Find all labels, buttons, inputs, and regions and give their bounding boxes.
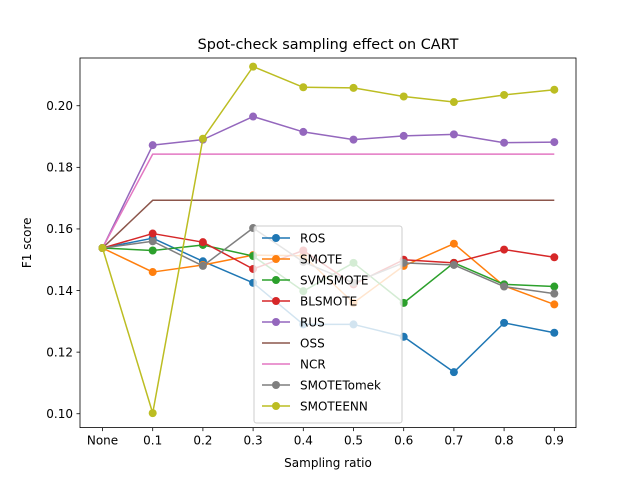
- data-point-smote: [148, 268, 157, 277]
- legend-swatch-marker: [272, 255, 280, 263]
- x-tick-label: 0.8: [495, 434, 514, 448]
- data-point-smotetomek: [550, 289, 559, 298]
- legend-label: RUS: [300, 315, 325, 329]
- series-oss: [101, 199, 555, 249]
- data-point-rus: [550, 138, 559, 147]
- legend-entry-smotetomek: SMOTETomek: [262, 378, 381, 392]
- data-point-smoteenn: [249, 62, 258, 71]
- legend-swatch-marker: [272, 318, 280, 326]
- data-point-ros: [550, 328, 559, 337]
- data-point-rus: [500, 138, 509, 147]
- legend-label: NCR: [300, 357, 326, 371]
- data-point-svmsmote: [148, 246, 157, 255]
- series-smoteenn: [98, 62, 559, 418]
- x-tick-label: 0.7: [444, 434, 463, 448]
- data-point-smotetomek: [148, 237, 157, 246]
- series-ncr: [101, 153, 555, 249]
- legend-swatch-marker: [272, 276, 280, 284]
- data-point-smoteenn: [98, 244, 107, 253]
- y-tick-label: 0.10: [46, 407, 73, 421]
- data-point-rus: [148, 141, 157, 150]
- data-point-blsmote: [550, 253, 559, 262]
- series-rus: [98, 112, 559, 253]
- data-point-rus: [399, 131, 408, 140]
- y-tick-label: 0.12: [46, 345, 73, 359]
- legend-swatch-marker: [272, 381, 280, 389]
- data-point-rus: [299, 127, 308, 136]
- axes-layer: None 0.1 0.2 0.3 0.4 0.5 0.6 0.7 0.8 0.9 0.10 0.12 0…: [46, 57, 577, 448]
- legend-frame: [253, 225, 403, 424]
- legend-swatch-marker: [272, 234, 280, 242]
- x-axis-label: Sampling ratio: [284, 456, 372, 470]
- x-tick-label: 0.9: [545, 434, 564, 448]
- series-line-smoteenn: [101, 65, 555, 414]
- data-point-svmsmote: [550, 282, 559, 291]
- data-point-smotetomek: [198, 261, 207, 270]
- series-line-rus: [101, 115, 555, 249]
- legend-label: SMOTEENN: [300, 399, 368, 413]
- legend-label: SMOTETomek: [300, 378, 381, 392]
- y-axis-label: F1 score: [20, 217, 34, 268]
- data-point-smoteenn: [399, 92, 408, 101]
- data-point-smoteenn: [550, 85, 559, 94]
- data-point-smoteenn: [148, 409, 157, 418]
- series-line-oss: [101, 199, 555, 249]
- legend-entry-ros: ROS: [262, 231, 325, 245]
- data-point-smoteenn: [198, 134, 207, 143]
- axes-frame: [79, 57, 577, 429]
- data-point-smoteenn: [500, 90, 509, 99]
- data-point-rus: [249, 112, 258, 121]
- y-tick-label: 0.20: [46, 99, 73, 113]
- series-layer: [98, 62, 559, 418]
- legend-entry-svmsmote: SVMSMOTE: [262, 273, 369, 287]
- legend-entry-smote: SMOTE: [262, 252, 342, 266]
- data-point-blsmote: [500, 245, 509, 254]
- data-point-rus: [349, 135, 358, 144]
- y-tick-label: 0.14: [46, 284, 73, 298]
- data-point-smoteenn: [299, 83, 308, 92]
- x-tick-label: 0.2: [193, 434, 212, 448]
- data-point-smote: [449, 239, 458, 248]
- series-line-ncr: [101, 153, 555, 249]
- y-tick-label: 0.18: [46, 161, 73, 175]
- data-point-ros: [449, 368, 458, 377]
- legend-label: SMOTE: [300, 252, 342, 266]
- data-point-smoteenn: [349, 83, 358, 92]
- x-tick-label: None: [87, 434, 118, 448]
- data-point-smote: [550, 300, 559, 309]
- legend-label: BLSMOTE: [300, 294, 357, 308]
- legend-entry-ncr: NCR: [262, 357, 326, 371]
- data-point-blsmote: [198, 238, 207, 247]
- legend-label: OSS: [300, 336, 325, 350]
- chart-title: Spot-check sampling effect on CART: [198, 37, 459, 53]
- legend-entry-rus: RUS: [262, 315, 325, 329]
- data-point-ros: [500, 318, 509, 327]
- y-tick-label: 0.16: [46, 222, 73, 236]
- legend: ROS SMOTE SVMSMOTE BLSMOTE RUS OSS NCR SMOTETom…: [253, 225, 403, 424]
- legend-swatch-marker: [272, 297, 280, 305]
- legend-label: ROS: [300, 231, 325, 245]
- x-tick-label: 0.5: [344, 434, 363, 448]
- legend-entry-blsmote: BLSMOTE: [262, 294, 357, 308]
- x-tick-label: 0.1: [143, 434, 162, 448]
- x-tick-label: 0.4: [294, 434, 313, 448]
- x-tick-label: 0.6: [394, 434, 413, 448]
- x-tick-label: 0.3: [244, 434, 263, 448]
- data-point-smoteenn: [449, 98, 458, 107]
- legend-swatch-marker: [272, 402, 280, 410]
- data-point-smotetomek: [449, 260, 458, 269]
- data-point-rus: [449, 130, 458, 139]
- data-point-smotetomek: [500, 282, 509, 291]
- legend-entry-oss: OSS: [262, 336, 325, 350]
- legend-entry-smoteenn: SMOTEENN: [262, 399, 368, 413]
- legend-label: SVMSMOTE: [300, 273, 369, 287]
- data-point-blsmote: [148, 229, 157, 238]
